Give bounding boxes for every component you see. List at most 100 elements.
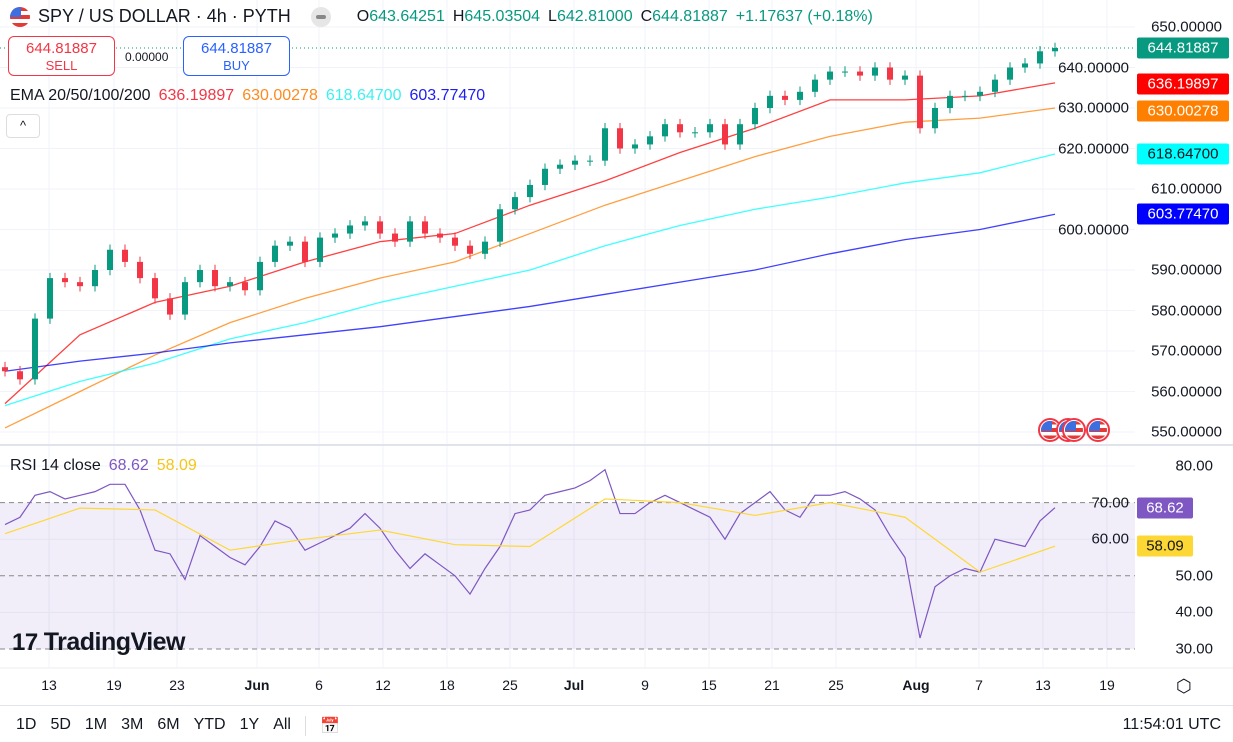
candle-body <box>617 128 623 149</box>
candle-body <box>1052 47 1058 52</box>
economic-event-icon[interactable] <box>1062 418 1086 442</box>
ema50-tag: 630.00278 <box>1137 100 1229 122</box>
ema200-tag: 603.77470 <box>1137 203 1229 225</box>
last-price-tag: 644.81887 <box>1137 37 1229 59</box>
chevron-up-icon[interactable]: ^ <box>6 114 40 138</box>
candle-body <box>47 278 53 319</box>
range-ytd[interactable]: YTD <box>193 716 226 733</box>
price-axis-label: 620.00000 <box>1058 140 1129 157</box>
sell-button[interactable]: 644.81887 SELL <box>8 36 115 76</box>
ema-legend[interactable]: EMA 20/50/100/200 636.19897 630.00278 61… <box>10 87 486 104</box>
candle-body <box>422 221 428 234</box>
candle-body <box>362 221 368 226</box>
candle-body <box>242 282 248 291</box>
symbol-header: SPY / US DOLLAR · 4h · PYTH O643.64251 H… <box>10 6 873 27</box>
ema100-tag: 618.64700 <box>1137 143 1229 165</box>
price-axis-label: 550.00000 <box>1151 423 1222 441</box>
candle-body <box>437 233 443 238</box>
range-all[interactable]: All <box>273 716 291 733</box>
candle-body <box>467 245 473 254</box>
candle-body <box>602 128 608 161</box>
rsi-tag: 68.62 <box>1137 497 1193 519</box>
price-axis-label: 630.00000 <box>1058 99 1129 117</box>
candle-body <box>647 136 653 145</box>
candle-body <box>572 160 578 165</box>
price-axis-label: 560.00000 <box>1151 383 1222 400</box>
rsi-ma-tag: 58.09 <box>1137 535 1193 557</box>
chart-canvas[interactable] <box>0 0 1233 705</box>
candle-body <box>872 67 878 76</box>
candle-body <box>827 71 833 80</box>
candle-body <box>332 233 338 238</box>
ohlc-values: O643.64251 H645.03504 L642.81000 C644.81… <box>356 7 873 25</box>
price-axis-label: 610.00000 <box>1151 180 1222 198</box>
candle-body <box>197 270 203 283</box>
rsi-axis-label: 70.00 <box>1091 494 1129 512</box>
candle-body <box>947 95 953 108</box>
ema20-value: 636.19897 <box>158 87 235 104</box>
candle-body <box>857 71 863 76</box>
candle-body <box>992 79 998 92</box>
rsi-axis-label: 80.00 <box>1175 457 1213 475</box>
candle-body <box>632 144 638 149</box>
candle-body <box>677 124 683 133</box>
range-1d[interactable]: 1D <box>16 716 37 733</box>
candle-body <box>377 221 383 234</box>
go-to-date-calendar-icon[interactable]: 📅 <box>304 716 340 736</box>
candle-body <box>737 124 743 145</box>
time-axis-label: 15 <box>701 677 717 693</box>
candle-body <box>77 282 83 287</box>
symbol-title[interactable]: SPY / US DOLLAR · 4h · PYTH <box>38 6 291 26</box>
range-5d[interactable]: 5D <box>50 716 71 733</box>
time-axis-label: Jun <box>244 677 270 693</box>
range-selector: 1D 5D 1M 3M 6M YTD 1Y All 📅 <box>16 716 340 736</box>
economic-event-icon[interactable] <box>1086 418 1110 442</box>
candle-body <box>212 270 218 287</box>
tradingview-logo[interactable]: 17 TradingView <box>12 628 186 656</box>
time-axis-label: 25 <box>502 677 518 693</box>
candle-body <box>302 241 308 262</box>
price-axis-label: 640.00000 <box>1058 59 1129 76</box>
range-1y[interactable]: 1Y <box>239 716 260 733</box>
candle-body <box>452 237 458 246</box>
price-axis-label: 650.00000 <box>1151 18 1222 36</box>
rsi-ma-value: 58.09 <box>156 457 197 474</box>
candle-body <box>887 67 893 80</box>
candle-body <box>782 95 788 100</box>
buy-button[interactable]: 644.81887 BUY <box>183 36 290 76</box>
candle-body <box>692 132 698 134</box>
candle-body <box>707 124 713 133</box>
rsi-axis-label: 60.00 <box>1091 530 1129 548</box>
rsi-axis-label: 50.00 <box>1175 567 1213 585</box>
ema50-value: 630.00278 <box>242 87 318 104</box>
range-3m[interactable]: 3M <box>121 716 144 733</box>
price-axis-label: 590.00000 <box>1151 261 1222 279</box>
rsi-value: 68.62 <box>108 457 149 474</box>
time-axis-label: Aug <box>902 677 930 693</box>
settings-icon[interactable]: ⬡ <box>1176 676 1192 696</box>
time-axis-label: 13 <box>1035 677 1051 693</box>
candle-body <box>152 278 158 299</box>
time-axis-label: 18 <box>439 677 455 693</box>
rsi-legend[interactable]: RSI 14 close 68.62 58.09 <box>10 457 197 474</box>
candle-body <box>842 71 848 73</box>
rsi-line <box>4 468 1056 639</box>
time-axis-label: 19 <box>106 677 122 693</box>
minimize-icon[interactable] <box>310 6 331 27</box>
candle-body <box>512 197 518 210</box>
open-value: 643.64251 <box>369 7 445 25</box>
candle-body <box>347 225 353 234</box>
high-value: 645.03504 <box>464 7 541 25</box>
range-6m[interactable]: 6M <box>157 716 180 733</box>
candle-body <box>122 249 128 262</box>
time-axis-label: 6 <box>315 677 323 693</box>
candle-body <box>2 367 8 372</box>
candle-body <box>1007 67 1013 80</box>
ema200-line <box>4 213 1056 372</box>
candle-body <box>182 282 188 315</box>
candle-body <box>587 160 593 162</box>
candle-body <box>662 124 668 137</box>
range-1m[interactable]: 1M <box>84 716 108 733</box>
ema20-tag: 636.19897 <box>1137 73 1229 95</box>
candle-body <box>752 108 758 125</box>
